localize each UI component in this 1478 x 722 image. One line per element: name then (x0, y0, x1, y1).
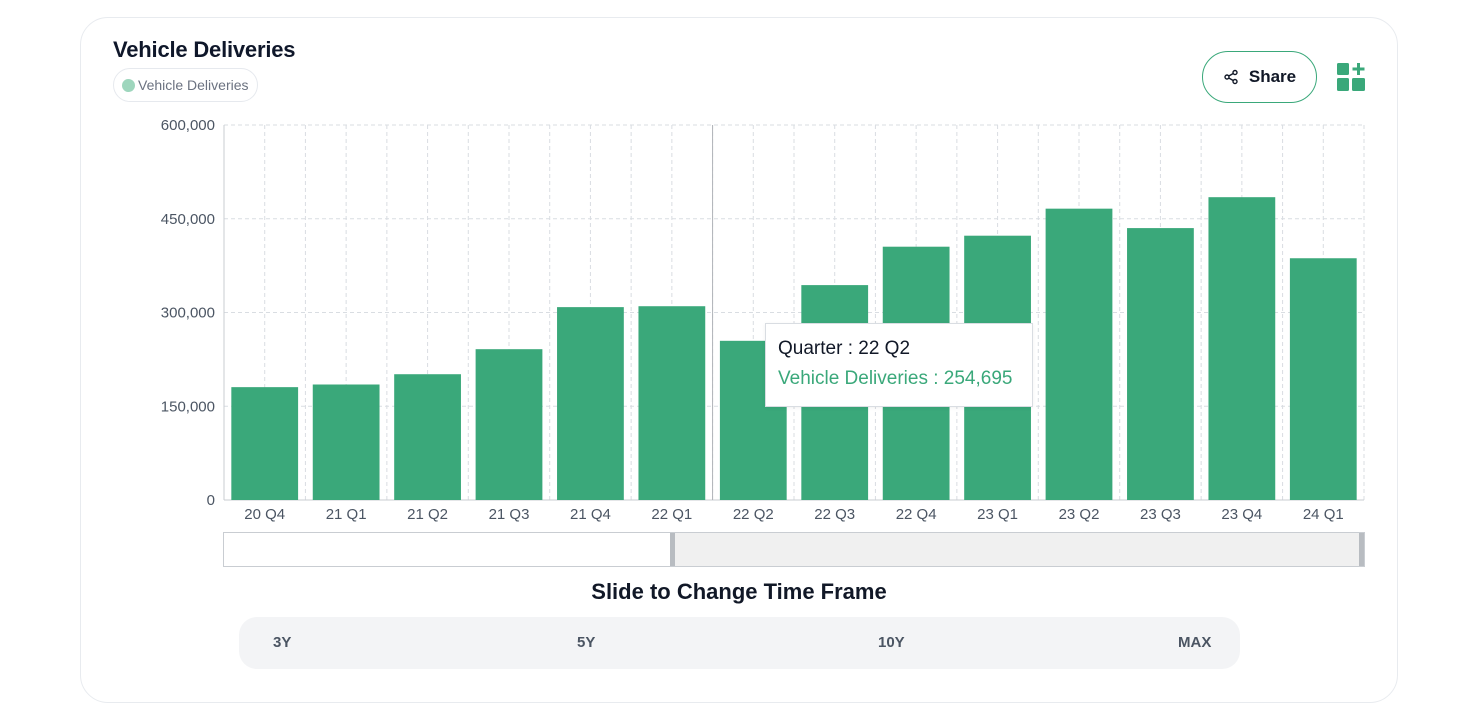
range-max-button[interactable]: MAX (1178, 617, 1211, 669)
x-tick-label: 21 Q4 (570, 506, 611, 523)
range-10y-button[interactable]: 10Y (878, 617, 905, 669)
range-3y-button[interactable]: 3Y (273, 617, 291, 669)
x-tick-label: 22 Q3 (814, 506, 855, 523)
bar[interactable] (638, 306, 706, 500)
legend-label: Vehicle Deliveries (138, 77, 249, 93)
bar[interactable] (394, 374, 461, 500)
tooltip-value: Vehicle Deliveries : 254,695 (778, 368, 1013, 389)
x-tick-label: 24 Q1 (1303, 506, 1344, 523)
slider-left-handle[interactable] (670, 533, 675, 566)
x-tick-label: 23 Q1 (977, 506, 1018, 523)
x-tick-label: 23 Q2 (1059, 506, 1100, 523)
bar[interactable] (1127, 228, 1194, 500)
share-label: Share (1248, 67, 1297, 86)
bar[interactable] (1045, 208, 1113, 500)
x-tick-label: 22 Q2 (733, 506, 774, 523)
share-icon (1224, 69, 1238, 85)
time-frame-slider[interactable] (223, 532, 1365, 567)
slider-caption: Slide to Change Time Frame (591, 579, 887, 604)
x-tick-label: 21 Q3 (489, 506, 530, 523)
y-tick-label: 0 (207, 492, 215, 509)
legend-dot-icon (122, 78, 135, 92)
x-tick-label: 22 Q1 (651, 506, 692, 523)
add-widget-icon[interactable] (1337, 63, 1365, 91)
x-tick-label: 21 Q1 (326, 506, 367, 523)
y-tick-label: 450,000 (161, 211, 215, 228)
x-tick-label: 21 Q2 (407, 506, 448, 523)
bar[interactable] (557, 307, 624, 500)
x-tick-label: 22 Q4 (896, 506, 937, 523)
x-tick-label: 23 Q3 (1140, 506, 1181, 523)
slider-selected-window[interactable] (670, 533, 1364, 566)
tooltip-quarter: Quarter : 22 Q2 (778, 338, 911, 359)
slider-right-handle[interactable] (1359, 533, 1364, 566)
share-button[interactable]: Share (1202, 51, 1317, 103)
bar[interactable] (231, 387, 299, 500)
bar[interactable] (312, 384, 380, 501)
y-tick-label: 600,000 (161, 117, 215, 134)
range-5y-button[interactable]: 5Y (577, 617, 595, 669)
bar[interactable] (1208, 197, 1276, 500)
x-tick-label: 23 Q4 (1221, 506, 1262, 523)
x-tick-label: 20 Q4 (244, 506, 285, 523)
range-selector: 3Y 5Y 10Y MAX (239, 617, 1240, 669)
y-tick-label: 300,000 (161, 305, 215, 322)
bar[interactable] (1289, 258, 1357, 500)
y-tick-label: 150,000 (161, 398, 215, 415)
chart-tooltip: Quarter : 22 Q2 Vehicle Deliveries : 254… (765, 323, 1033, 407)
bar[interactable] (475, 349, 543, 500)
legend-item[interactable]: Vehicle Deliveries (113, 68, 258, 102)
chart-title: Vehicle Deliveries (113, 37, 296, 62)
